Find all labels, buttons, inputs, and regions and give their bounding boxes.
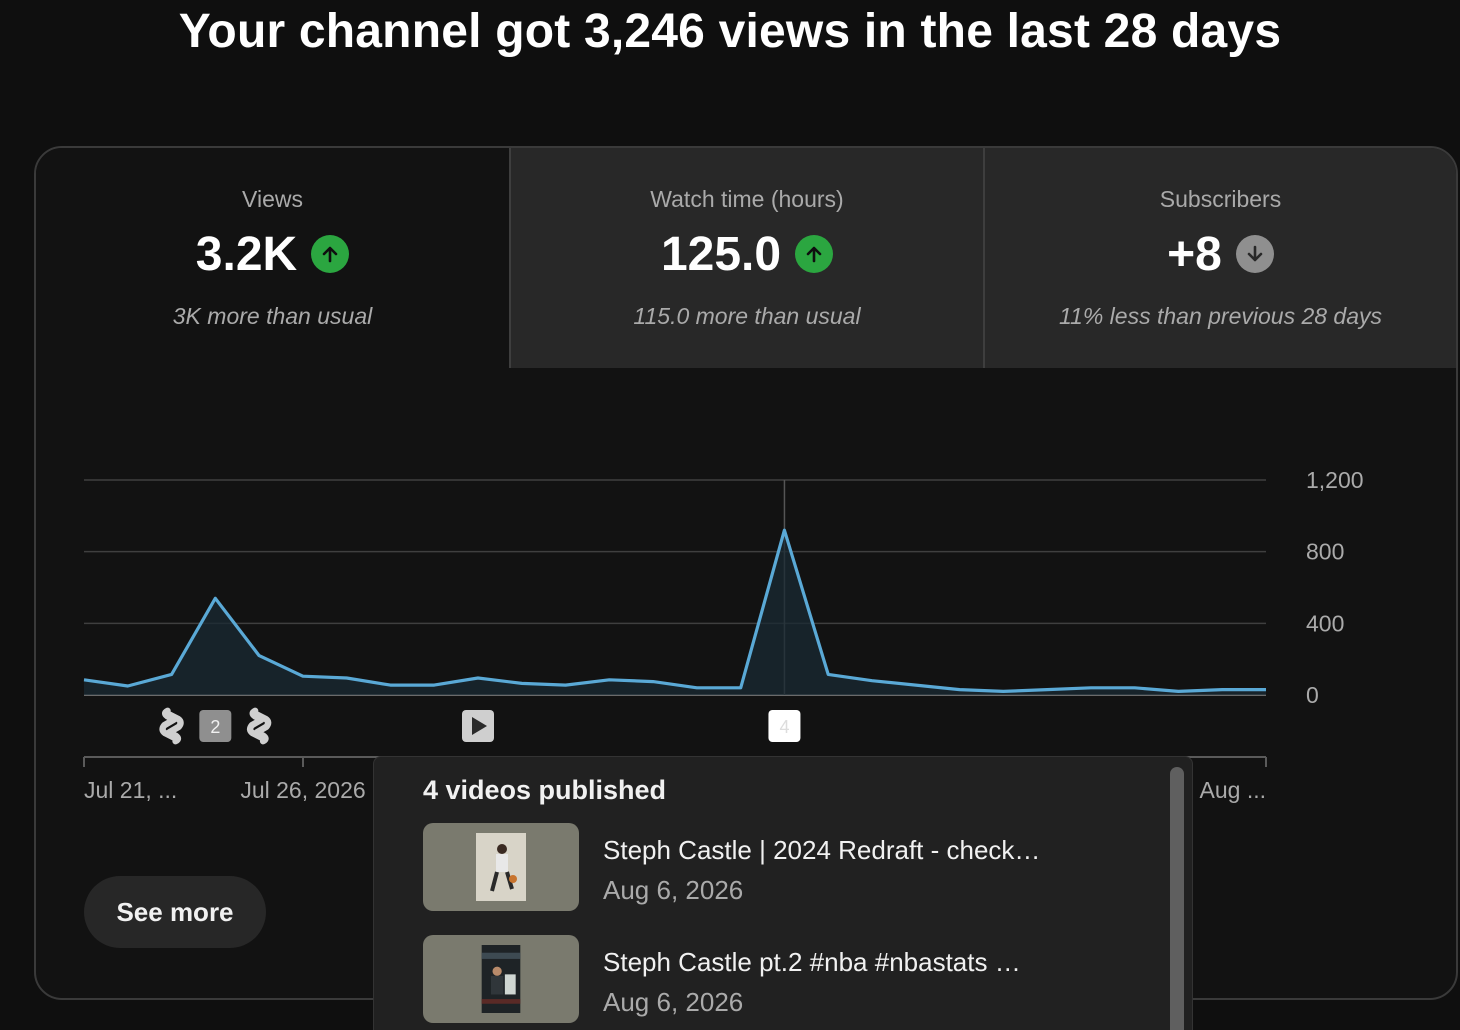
video-thumbnail[interactable] (423, 935, 579, 1023)
see-more-button[interactable]: See more (84, 876, 266, 948)
page-headline: Your channel got 3,246 views in the last… (178, 5, 1282, 58)
series-area (84, 530, 1266, 695)
tab-subscribers-label: Subscribers (1159, 186, 1282, 212)
count-badge-label: 4 (779, 717, 789, 737)
x-tick-label: Aug ... (1200, 777, 1266, 803)
y-tick-label: 0 (1306, 682, 1319, 708)
count-badge: 2 (199, 710, 232, 742)
video-date: Aug 6, 2026 (603, 987, 744, 1017)
tab-watch-time-label: Watch time (hours) (650, 186, 844, 212)
popup-scrollbar[interactable] (1170, 767, 1184, 1030)
tab-watch-time-value: 125.0 (660, 227, 782, 281)
tab-subscribers-value: +8 (1167, 227, 1222, 281)
tab-watch-time-note: 115.0 more than usual (633, 303, 861, 329)
video-item[interactable]: Steph Castle pt.2 #nba #nbastats … Aug 6… (423, 935, 1123, 1025)
tab-subscribers[interactable]: Subscribers +8 11% less than previous 28… (983, 148, 1456, 368)
y-tick-label: 800 (1306, 539, 1344, 565)
arrow-up-icon (795, 235, 834, 273)
video-title[interactable]: Steph Castle pt.2 #nba #nbastats … (603, 947, 1021, 977)
tab-views[interactable]: Views 3.2K 3K more than usual (36, 148, 509, 368)
tab-views-note: 3K more than usual (172, 303, 373, 329)
count-badge: 4 (768, 710, 801, 742)
video-title[interactable]: Steph Castle | 2024 Redraft - check… (603, 835, 1041, 865)
arrow-down-icon (1235, 235, 1274, 273)
x-tick-label: Jul 21, ... (84, 777, 177, 803)
overview-card: Views 3.2K 3K more than usual Watch time… (34, 146, 1458, 1000)
x-tick-label: Jul 26, 2026 (240, 777, 365, 803)
arrow-up-icon (311, 235, 350, 273)
video-item[interactable]: Steph Castle | 2024 Redraft - check… Aug… (423, 823, 1123, 913)
views-chart[interactable]: 2 4 1,200 800 400 0 Jul 21, ... Jul 26, 2026 Au… (0, 0, 1460, 840)
published-videos-popup: 4 videos published Steph Castle | 2024 R… (373, 756, 1193, 1030)
video-date: Aug 6, 2026 (603, 875, 744, 905)
video-thumbnail[interactable] (423, 823, 579, 911)
y-tick-label: 1,200 (1306, 467, 1364, 493)
play-icon (462, 710, 494, 742)
count-badge-label: 2 (210, 717, 220, 737)
tab-views-value: 3.2K (195, 227, 298, 281)
shorts-icon (159, 707, 184, 745)
tab-views-label: Views (242, 186, 303, 212)
popup-title: 4 videos published (423, 775, 667, 805)
shorts-icon (246, 707, 272, 745)
tab-watch-time[interactable]: Watch time (hours) 125.0 115.0 more than… (509, 148, 983, 368)
tab-subscribers-note: 11% less than previous 28 days (1058, 303, 1383, 329)
y-tick-label: 400 (1306, 610, 1344, 636)
series-line (83, 528, 1266, 693)
